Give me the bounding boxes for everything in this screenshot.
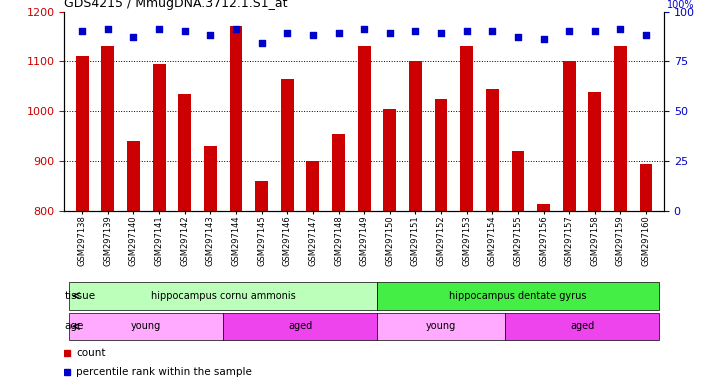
- Text: young: young: [426, 321, 456, 331]
- Text: aged: aged: [288, 321, 312, 331]
- Text: tissue: tissue: [65, 291, 96, 301]
- Bar: [204, 146, 217, 211]
- Point: [640, 32, 652, 38]
- Bar: [69, 282, 377, 310]
- Text: aged: aged: [570, 321, 594, 331]
- Bar: [255, 181, 268, 211]
- Text: percentile rank within the sample: percentile rank within the sample: [76, 367, 252, 377]
- Bar: [101, 46, 114, 211]
- Bar: [358, 46, 371, 211]
- Bar: [505, 313, 659, 340]
- Point: [563, 28, 575, 35]
- Bar: [332, 134, 345, 211]
- Point: [76, 28, 88, 35]
- Bar: [281, 79, 293, 211]
- Bar: [127, 141, 140, 211]
- Bar: [537, 204, 550, 211]
- Bar: [409, 61, 422, 211]
- Bar: [383, 109, 396, 211]
- Bar: [306, 161, 319, 211]
- Point: [102, 26, 114, 33]
- Bar: [563, 61, 575, 211]
- Point: [128, 35, 139, 41]
- Bar: [377, 282, 659, 310]
- Bar: [486, 89, 498, 211]
- Point: [205, 32, 216, 38]
- Text: 100%: 100%: [667, 0, 695, 10]
- Point: [589, 28, 600, 35]
- Point: [154, 26, 165, 33]
- Bar: [153, 64, 166, 211]
- Bar: [588, 93, 601, 211]
- Point: [486, 28, 498, 35]
- Text: hippocampus dentate gyrus: hippocampus dentate gyrus: [449, 291, 587, 301]
- Text: hippocampus cornu ammonis: hippocampus cornu ammonis: [151, 291, 296, 301]
- Point: [538, 36, 549, 43]
- Point: [358, 26, 370, 33]
- Point: [333, 30, 344, 36]
- Point: [512, 35, 523, 41]
- Bar: [640, 164, 653, 211]
- Bar: [461, 46, 473, 211]
- Point: [436, 30, 447, 36]
- Bar: [76, 56, 89, 211]
- Text: GDS4215 / MmugDNA.3712.1.S1_at: GDS4215 / MmugDNA.3712.1.S1_at: [64, 0, 288, 10]
- Point: [410, 28, 421, 35]
- Bar: [178, 94, 191, 211]
- Bar: [435, 99, 448, 211]
- Text: young: young: [131, 321, 161, 331]
- Text: age: age: [65, 321, 84, 331]
- Bar: [230, 26, 242, 211]
- Bar: [223, 313, 377, 340]
- Bar: [377, 313, 505, 340]
- Point: [179, 28, 191, 35]
- Point: [307, 32, 318, 38]
- Point: [461, 28, 473, 35]
- Bar: [511, 151, 524, 211]
- Bar: [69, 313, 223, 340]
- Bar: [614, 46, 627, 211]
- Point: [231, 26, 242, 33]
- Point: [384, 30, 396, 36]
- Point: [256, 40, 267, 46]
- Text: count: count: [76, 348, 106, 358]
- Point: [281, 30, 293, 36]
- Point: [615, 26, 626, 33]
